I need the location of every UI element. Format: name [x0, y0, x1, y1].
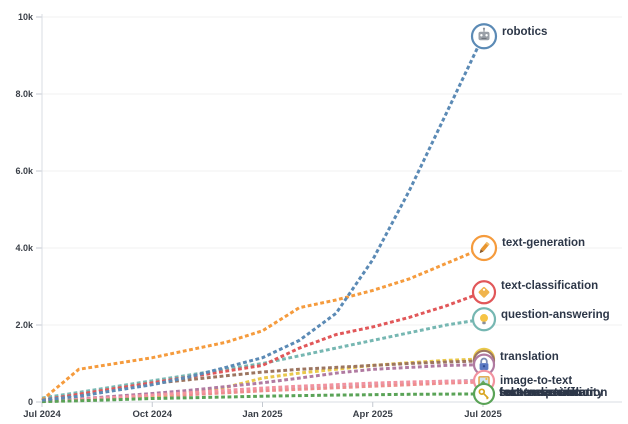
series-line-text-generation — [41, 246, 484, 402]
y-tick-label: 4.0k — [15, 243, 34, 253]
series-label-summarization[interactable]: summarization — [500, 387, 581, 399]
series-label-text-to-speech[interactable]: text-to-speech — [500, 387, 579, 399]
series-endpoint-robotics[interactable]: robotics — [470, 23, 547, 50]
tag-icon — [478, 286, 490, 298]
y-tick-label: 2.0k — [15, 320, 34, 330]
series-label-translation[interactable]: translation — [500, 351, 559, 363]
y-tick-label: 8.0k — [15, 89, 34, 99]
series-text-generation — [41, 246, 484, 402]
series-token-classification — [41, 392, 484, 404]
series-line-robotics — [41, 35, 485, 402]
series-question-answering — [41, 317, 484, 400]
series-line-token-classification — [41, 392, 484, 404]
series-label-question-answering[interactable]: question-answering — [501, 309, 610, 321]
series-label-text-classification[interactable]: text-classification — [501, 280, 598, 292]
series-label-text-generation[interactable]: text-generation — [502, 237, 585, 249]
x-tick-label: Jan 2025 — [242, 409, 283, 420]
lock-icon — [479, 357, 489, 370]
series-line-text-classification — [41, 290, 484, 402]
y-tick-label: 6.0k — [15, 166, 34, 176]
series-label-image-to-text[interactable]: image-to-text — [500, 375, 572, 387]
robot-icon — [478, 27, 490, 41]
series-image-to-text — [41, 379, 484, 403]
pencil-icon — [479, 241, 490, 254]
y-tick-label: 0 — [28, 397, 33, 407]
x-tick-label: Jul 2024 — [23, 409, 61, 420]
series-text-classification — [41, 290, 484, 402]
series-line-image-to-text — [41, 379, 484, 403]
series-endpoint-translation[interactable]: translation — [472, 351, 559, 376]
series-label-feature-extraction[interactable]: feature-extraction — [499, 387, 596, 399]
series-label-token-classification[interactable]: token-classification — [500, 387, 607, 399]
series-endpoint-text-generation[interactable]: text-generation — [470, 234, 585, 262]
series-robotics — [41, 35, 485, 402]
x-tick-label: Jul 2025 — [464, 409, 502, 420]
series-label-robotics[interactable]: robotics — [502, 26, 547, 38]
x-tick-label: Oct 2024 — [132, 409, 172, 420]
x-tick-label: Apr 2025 — [353, 409, 394, 420]
series-endpoint-text-classification[interactable]: text-classification — [471, 280, 598, 305]
series-endpoint-token-classification[interactable]: token-classification — [472, 382, 607, 406]
series-line-question-answering — [41, 317, 484, 400]
series-endpoint-question-answering[interactable]: question-answering — [471, 307, 610, 332]
series-label-sentence-similarity[interactable]: sentence-similarity — [499, 387, 604, 399]
bulb-icon — [480, 314, 488, 325]
key-icon — [478, 388, 489, 400]
y-tick-label: 10k — [18, 12, 34, 22]
